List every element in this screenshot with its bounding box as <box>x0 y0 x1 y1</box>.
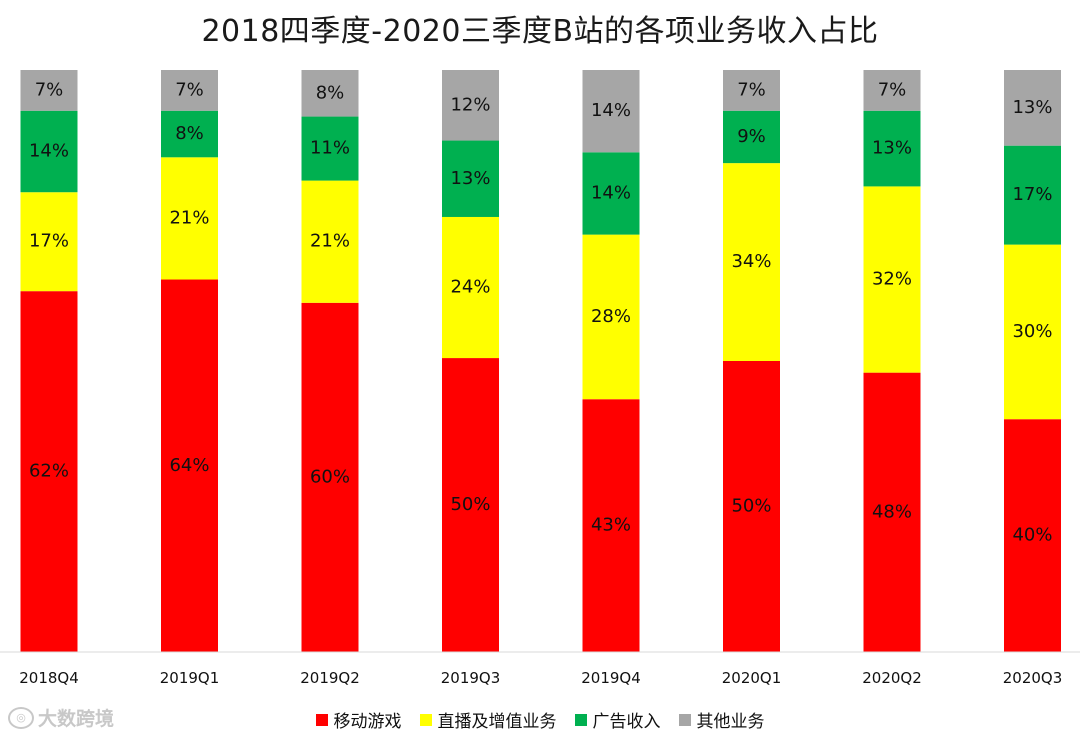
bar-segment-2019Q3-s3 <box>442 70 499 141</box>
data-label-2019Q1-s2: 8% <box>175 123 204 144</box>
data-label-2019Q4-s1: 28% <box>591 306 631 327</box>
bar-segment-2019Q1-s2 <box>161 110 218 158</box>
bar-segment-2020Q1-s2 <box>723 110 780 164</box>
category-label-2020Q3: 2020Q3 <box>1003 669 1063 687</box>
data-label-2020Q3-s1: 30% <box>1012 321 1052 342</box>
bar-segment-2018Q4-s0 <box>20 291 78 652</box>
legend-label-2: 广告收入 <box>592 712 661 732</box>
data-label-2019Q3-s1: 24% <box>450 277 490 298</box>
bar-segment-2020Q2-s2 <box>863 110 921 187</box>
bar-segment-2019Q3-s2 <box>442 140 499 217</box>
logo-circle-icon: ◎ <box>8 706 34 729</box>
legend-swatch-1 <box>419 713 432 726</box>
data-label-2019Q1-s3: 7% <box>175 79 204 100</box>
data-label-2020Q3-s2: 17% <box>1012 184 1052 205</box>
data-label-2019Q3-s0: 50% <box>450 494 490 515</box>
data-label-2020Q1-s2: 9% <box>737 126 766 147</box>
data-label-2020Q2-s3: 7% <box>878 79 907 100</box>
bar-segment-2019Q1-s0 <box>161 279 218 652</box>
bar-segment-2018Q4-s2 <box>20 110 78 193</box>
bar-segment-2019Q2-s0 <box>301 302 359 652</box>
category-label-2019Q3: 2019Q3 <box>441 669 501 687</box>
category-label-2020Q2: 2020Q2 <box>862 669 922 687</box>
bar-segment-2020Q3-s3 <box>1004 70 1061 146</box>
category-label-2019Q4: 2019Q4 <box>581 669 641 687</box>
chart-title: 2018四季度-2020三季度B站的各项业务收入占比 <box>201 14 879 49</box>
data-label-2018Q4-s3: 7% <box>35 79 64 100</box>
bar-segment-2020Q2-s1 <box>863 186 921 373</box>
watermark-text: 大数跨境 <box>38 708 115 730</box>
bar-segment-2020Q1-s1 <box>723 163 780 361</box>
data-label-2019Q2-s0: 60% <box>310 466 350 487</box>
data-label-2019Q4-s2: 14% <box>591 182 631 203</box>
data-label-2019Q3-s3: 12% <box>450 94 490 115</box>
legend-item-0: 移动游戏 <box>315 707 402 732</box>
data-label-2020Q2-s2: 13% <box>872 138 912 159</box>
bar-segment-2019Q1-s1 <box>161 157 218 280</box>
bar-segment-2020Q3-s0 <box>1004 419 1061 652</box>
legend-swatch-2 <box>574 713 587 726</box>
bar-segment-2019Q4-s2 <box>582 152 640 235</box>
data-label-2018Q4-s2: 14% <box>29 140 69 161</box>
category-label-2019Q1: 2019Q1 <box>160 669 220 687</box>
watermark: ◎ 大数跨境 <box>8 704 114 731</box>
legend-label-0: 移动游戏 <box>333 712 402 732</box>
legend-swatch-0 <box>315 713 328 726</box>
data-label-2020Q3-s0: 40% <box>1012 525 1052 546</box>
bar-segment-2019Q4-s1 <box>582 234 640 400</box>
data-label-2020Q1-s3: 7% <box>737 79 766 100</box>
bar-segment-2019Q2-s2 <box>301 116 359 181</box>
legend-item-1: 直播及增值业务 <box>419 707 557 732</box>
bar-segment-2019Q1-s3 <box>161 70 218 111</box>
data-label-2019Q2-s2: 11% <box>310 138 350 159</box>
data-label-2020Q1-s1: 34% <box>731 251 771 272</box>
bar-segment-2020Q3-s2 <box>1004 145 1061 245</box>
bar-segment-2020Q3-s1 <box>1004 244 1061 420</box>
data-label-2019Q2-s1: 21% <box>310 231 350 252</box>
data-label-2020Q1-s0: 50% <box>731 496 771 517</box>
bar-segment-2020Q2-s3 <box>863 70 921 111</box>
bar-segment-2019Q4-s0 <box>582 399 640 652</box>
category-labels: 2018Q4 2019Q1 2019Q2 2019Q3 2019Q4 2020Q1 2020… <box>19 669 1062 687</box>
bar-segment-2019Q2-s3 <box>301 70 359 117</box>
bar-segment-2020Q1-s0 <box>723 361 780 652</box>
bar-segment-2018Q4-s3 <box>20 70 78 111</box>
category-label-2019Q2: 2019Q2 <box>300 669 360 687</box>
legend-item-3: 其他业务 <box>678 707 765 732</box>
bar-segment-2020Q2-s0 <box>863 372 921 652</box>
data-label-2018Q4-s1: 17% <box>29 231 69 252</box>
data-label-2019Q1-s0: 64% <box>169 455 209 476</box>
data-label-2019Q1-s1: 21% <box>169 207 209 228</box>
legend-swatch-3 <box>678 713 691 726</box>
data-label-2020Q2-s0: 48% <box>872 501 912 522</box>
legend-label-1: 直播及增值业务 <box>437 712 557 732</box>
category-label-2018Q4: 2018Q4 <box>19 669 79 687</box>
bar-segment-2020Q1-s3 <box>723 70 780 111</box>
data-label-2020Q3-s3: 13% <box>1012 97 1052 118</box>
data-label-2019Q4-s0: 43% <box>591 515 631 536</box>
bar-segment-2019Q3-s1 <box>442 216 499 359</box>
bar-segment-2019Q3-s0 <box>442 358 499 652</box>
data-label-2019Q3-s2: 13% <box>450 168 490 189</box>
bar-segment-2019Q4-s3 <box>582 70 640 153</box>
legend-item-2: 广告收入 <box>574 707 661 732</box>
data-label-2019Q4-s3: 14% <box>591 100 631 121</box>
bars-group: 62% 17% 14% 7% 64% 21% 8% 7% 60% 21% 11% 8% 50% 24% 13… <box>20 70 1061 652</box>
category-label-2020Q1: 2020Q1 <box>722 669 782 687</box>
data-label-2019Q2-s3: 8% <box>316 82 345 103</box>
data-label-2020Q2-s1: 32% <box>872 269 912 290</box>
bar-segment-2019Q2-s1 <box>301 180 359 303</box>
data-label-2018Q4-s0: 62% <box>29 461 69 482</box>
bar-segment-2018Q4-s1 <box>20 192 78 292</box>
legend: 移动游戏 直播及增值业务 广告收入 其他业务 <box>0 707 1080 732</box>
legend-label-3: 其他业务 <box>696 712 765 732</box>
